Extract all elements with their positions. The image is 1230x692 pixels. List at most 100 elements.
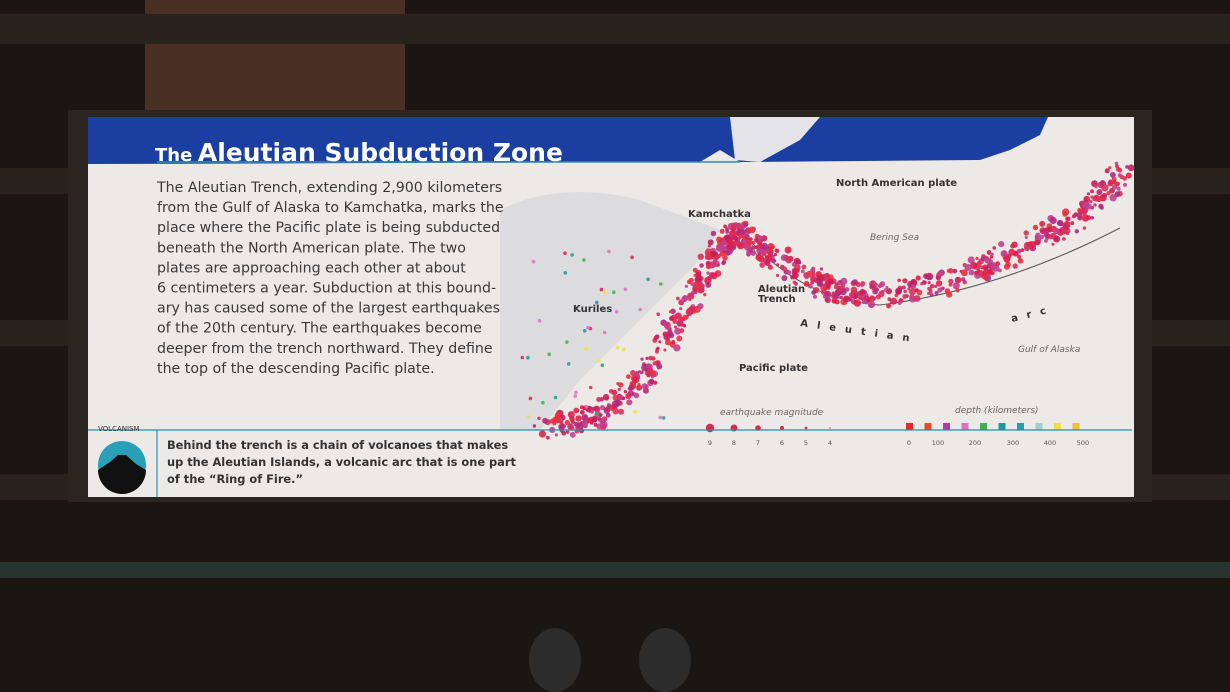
quake-dot (600, 417, 606, 424)
quake-dot (594, 405, 599, 410)
quake-dot (757, 241, 763, 246)
callout-text: Behind the trench is a chain of volcanoe… (167, 438, 516, 486)
quake-dot (721, 260, 726, 266)
quake-dot (566, 362, 571, 366)
quake-dot (588, 385, 593, 390)
quake-dot (1020, 248, 1025, 253)
quake-dot (927, 291, 931, 296)
quake-dot (690, 282, 694, 286)
quake-dot (537, 416, 541, 420)
quake-dot (873, 282, 878, 288)
quake-dot (575, 415, 582, 422)
quake-dot (696, 271, 701, 276)
quake-dot (990, 252, 994, 256)
quake-dot (679, 328, 685, 334)
quake-dot (599, 413, 603, 417)
callout-line: Behind the trench is a chain of volcanoe… (167, 438, 508, 452)
quake-dot (615, 345, 620, 350)
depth-swatch (1035, 423, 1043, 430)
quake-dot (563, 271, 568, 275)
quake-dot (565, 430, 570, 434)
quake-dot (1115, 166, 1121, 172)
quake-dot (804, 274, 809, 280)
quake-dot (686, 279, 692, 285)
quake-dot (623, 287, 628, 292)
quake-dot (730, 222, 737, 229)
quake-dot (1050, 232, 1057, 239)
quake-dot (646, 277, 650, 282)
title: The Aleutian Subduction Zone (155, 138, 563, 167)
quake-dot (1086, 192, 1090, 196)
quake-dot (1109, 187, 1115, 194)
quake-dot (614, 310, 619, 314)
quake-dot (589, 409, 594, 414)
quake-dot (618, 382, 624, 388)
quake-dot (946, 291, 953, 298)
quake-dot (661, 416, 666, 420)
quake-dot (564, 419, 570, 426)
quake-dot (775, 273, 780, 278)
quake-dot (875, 294, 882, 300)
quake-dot (980, 256, 986, 262)
quake-dot (937, 270, 944, 277)
quake-dot (968, 269, 975, 276)
quake-dot (1035, 232, 1041, 238)
quake-dot (706, 271, 710, 275)
quake-dot (584, 405, 589, 409)
magnitude-dot (779, 425, 785, 431)
depth-label: 500 (1077, 439, 1089, 447)
quake-dot (630, 255, 634, 260)
quake-dot (974, 270, 979, 276)
quake-dot (901, 285, 906, 290)
quake-dot (859, 288, 866, 295)
quake-dot (886, 303, 892, 309)
quake-dot (890, 298, 894, 302)
quake-dot (774, 248, 779, 253)
depth-swatch (1072, 423, 1080, 430)
quake-dot (733, 241, 737, 246)
quake-dot (640, 357, 644, 361)
quake-dot (800, 269, 805, 274)
quake-dot (816, 275, 824, 282)
quake-dot (625, 393, 632, 400)
quake-dot (655, 349, 659, 354)
quake-dot (897, 278, 901, 283)
quake-dot (531, 259, 536, 264)
quake-dot (725, 227, 729, 232)
quake-dot (885, 285, 889, 289)
body-line: 6 centimeters a year. Subduction at this… (157, 281, 496, 297)
quake-dot (686, 308, 693, 315)
depth-swatch (1017, 423, 1024, 430)
quake-dot (623, 390, 628, 394)
depth-swatch (924, 423, 932, 430)
quake-dot (731, 245, 737, 250)
quake-dot (579, 410, 585, 415)
quake-dot (810, 281, 814, 285)
magnitude-label: 6 (780, 439, 784, 447)
quake-dot (927, 286, 932, 291)
quake-dot (663, 348, 667, 352)
quake-dot (628, 387, 632, 391)
quake-dot (759, 262, 765, 268)
quake-dot (920, 282, 924, 286)
depth-label: 200 (969, 439, 981, 447)
quake-dot (1114, 161, 1119, 165)
quake-dot (612, 401, 616, 405)
quake-dot (937, 287, 943, 293)
quake-dot (618, 408, 625, 415)
quake-dot (723, 224, 727, 229)
quake-dot (1123, 182, 1127, 187)
map-label: Kamchatka (688, 209, 751, 220)
quake-dot (1041, 228, 1046, 233)
quake-dot (839, 295, 843, 299)
quake-dot (866, 298, 870, 302)
quake-dot (1024, 236, 1028, 239)
quake-dot (679, 307, 683, 311)
quake-dot (897, 300, 902, 305)
quake-dot (646, 373, 651, 378)
quake-dot (526, 415, 531, 419)
quake-dot (1104, 168, 1110, 174)
quake-dot (710, 230, 717, 237)
quake-dot (1070, 221, 1075, 226)
